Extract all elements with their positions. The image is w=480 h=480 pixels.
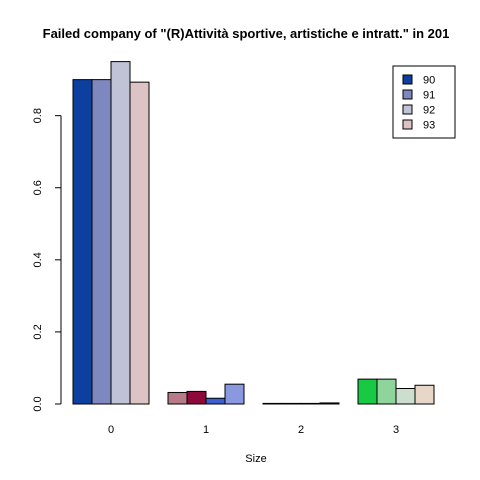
legend: 90 91 92 93 <box>392 65 456 139</box>
bar-0-90 <box>72 79 93 405</box>
bar-1-91 <box>186 390 207 405</box>
bar-1-90 <box>167 391 188 405</box>
bar-2-91 <box>281 402 302 405</box>
x-tick-label-1: 1 <box>203 424 209 436</box>
legend-label-92: 92 <box>423 105 435 117</box>
bar-2-92 <box>300 402 321 405</box>
bar-0-93 <box>129 81 150 405</box>
y-tick-label-0.2: 0.2 <box>32 324 44 339</box>
x-tick-label-0: 0 <box>108 424 114 436</box>
bar-0-91 <box>91 79 112 405</box>
y-axis: 0.0 0.2 0.4 0.6 0.8 <box>32 108 62 412</box>
legend-swatch-90 <box>402 74 413 85</box>
chart-title: Failed company of "(R)Attività sportive,… <box>43 26 450 41</box>
bar-2-93 <box>319 402 340 405</box>
legend-label-90: 90 <box>423 75 435 87</box>
bar-3-90 <box>357 378 378 405</box>
legend-label-91: 91 <box>423 90 435 102</box>
x-tick-label-2: 2 <box>298 424 304 436</box>
y-tick-label-0.0: 0.0 <box>32 396 44 411</box>
y-tick-label-0.8: 0.8 <box>32 108 44 123</box>
bar-3-92 <box>395 388 416 405</box>
bar-1-93 <box>224 383 245 405</box>
bar-1-92 <box>205 397 226 405</box>
x-tick-labels: 0 1 2 3 <box>108 424 399 436</box>
x-tick-label-3: 3 <box>393 424 399 436</box>
y-tick-label-0.4: 0.4 <box>32 252 44 267</box>
legend-swatch-91 <box>402 89 413 100</box>
bar-3-93 <box>414 384 435 405</box>
legend-swatch-93 <box>402 119 413 130</box>
legend-label-93: 93 <box>423 120 435 132</box>
bar-2-90 <box>262 402 283 405</box>
x-axis-title: Size <box>245 453 266 465</box>
y-tick-label-0.6: 0.6 <box>32 180 44 195</box>
bars-group <box>72 61 435 405</box>
bar-0-92 <box>110 61 131 405</box>
legend-swatch-92 <box>402 104 413 115</box>
bar-3-91 <box>376 378 397 405</box>
